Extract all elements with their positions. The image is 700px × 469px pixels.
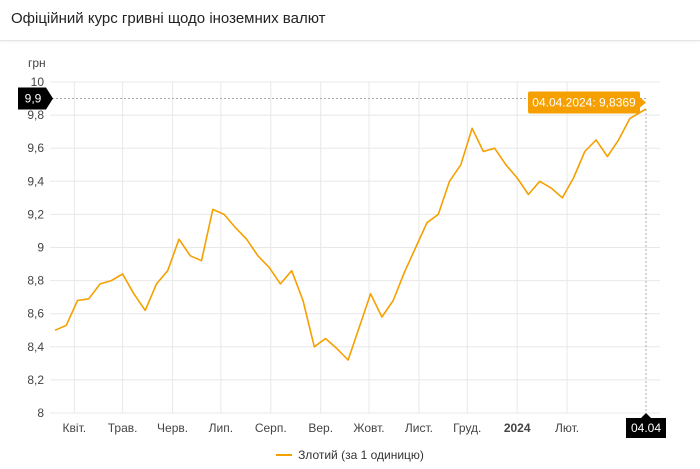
y-value-marker-text: 9,9 — [25, 92, 42, 106]
tooltip-text: 04.04.2024: 9,8369 — [532, 96, 636, 110]
x-value-marker-text: 04.04 — [631, 421, 661, 435]
x-value-marker: 04.04 — [626, 413, 666, 438]
series-line[interactable] — [54, 108, 647, 361]
chart-header: Офіційний курс гривні щодо іноземних вал… — [0, 0, 700, 41]
y-tick-label: 9,6 — [27, 141, 44, 155]
x-tick-label: Лют. — [555, 421, 579, 435]
crosshair: 9,9 04.04 04.04.2024: 9,8369 — [18, 87, 666, 438]
y-axis-ticks: 8 8,2 8,4 8,6 8,8 9 9,2 9,4 9,6 9,8 10 — [27, 75, 44, 420]
x-tick-label: Квіт. — [63, 421, 87, 435]
y-tick-label: 8,8 — [27, 274, 44, 288]
chart-title: Офіційний курс гривні щодо іноземних вал… — [11, 10, 326, 27]
y-value-marker: 9,9 — [18, 87, 53, 110]
x-tick-label: Лист. — [405, 421, 433, 435]
x-axis-ticks: Квіт. Трав. Черв. Лип. Серп. Вер. Жовт. Лист. Гр… — [63, 421, 580, 435]
y-tick-label: 9,8 — [27, 108, 44, 122]
x-tick-label: Черв. — [157, 421, 188, 435]
tooltip: 04.04.2024: 9,8369 — [528, 91, 646, 114]
y-tick-label: 9,2 — [27, 207, 44, 221]
x-tick-label: Лип. — [209, 421, 233, 435]
legend-swatch — [276, 453, 293, 456]
grid-lines — [50, 81, 660, 414]
y-tick-label: 9 — [37, 241, 44, 255]
y-tick-label: 8,6 — [27, 307, 44, 321]
y-tick-label: 8,4 — [27, 340, 44, 354]
x-tick-label: Серп. — [255, 421, 287, 435]
x-tick-label: 2024 — [504, 421, 531, 435]
y-tick-label: 8,2 — [27, 373, 44, 387]
x-tick-label: Трав. — [108, 421, 138, 435]
x-tick-label: Вер. — [308, 421, 333, 435]
legend[interactable]: Злотий (за 1 одиницю) — [0, 448, 700, 462]
y-tick-label: 8 — [37, 406, 44, 420]
y-axis-label: грн — [28, 56, 46, 70]
legend-label: Злотий (за 1 одиницю) — [298, 448, 424, 462]
x-tick-label: Жовт. — [353, 421, 384, 435]
series-layer — [54, 108, 647, 361]
y-tick-label: 10 — [31, 75, 45, 89]
x-tick-label: Груд. — [453, 421, 481, 435]
y-tick-label: 9,4 — [27, 174, 44, 188]
